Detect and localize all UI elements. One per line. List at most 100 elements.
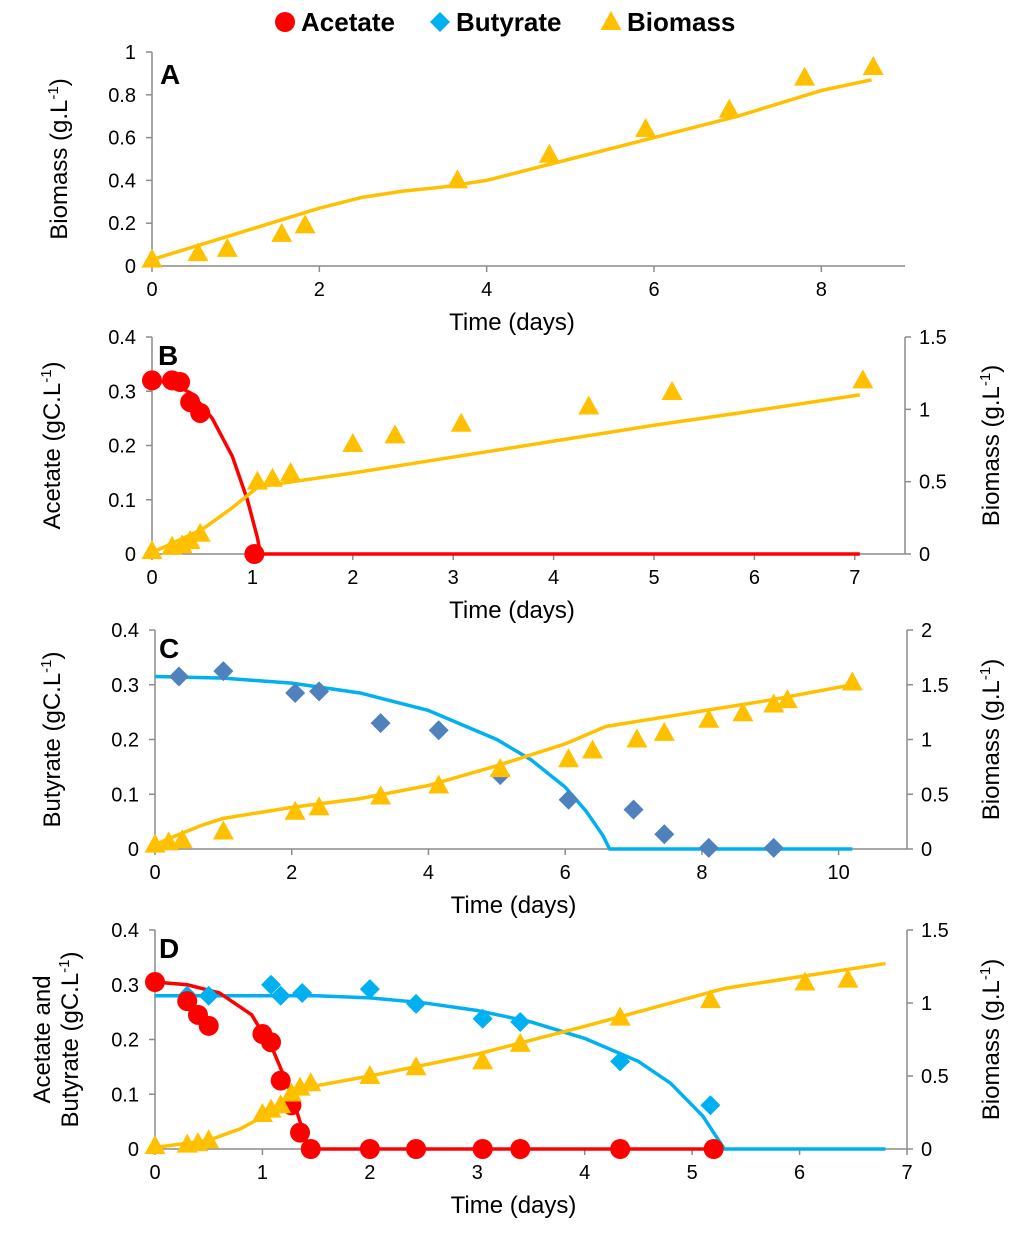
- y-left-label-text: Butyrate (gC.L: [39, 673, 66, 828]
- fit-line: [155, 993, 886, 1151]
- y-left-tick-label: 0.8: [108, 85, 136, 107]
- data-point-biomass: [370, 785, 392, 805]
- y-left-label: Butyrate (gC.L-1): [38, 651, 66, 827]
- y-left-label-text: Acetate (gC.L: [39, 383, 66, 530]
- x-tick-label: 4: [423, 862, 434, 884]
- data-point-biomass: [246, 470, 268, 490]
- y-left-label-text: Biomass (g.L: [46, 100, 73, 240]
- data-point-biomass: [280, 461, 302, 481]
- data-point-acetate: [703, 1139, 724, 1159]
- y-left-label-line1: Acetate and: [29, 975, 56, 1103]
- x-axis-label: Time (days): [451, 892, 577, 919]
- data-point-butyrate: [359, 979, 380, 1000]
- y-right-tick-label: 1: [921, 993, 932, 1015]
- x-tick-label: 0: [146, 279, 157, 301]
- data-point-biomass: [359, 1065, 381, 1084]
- legend-marker-biomass: [600, 11, 622, 30]
- panel-label: C: [159, 633, 179, 664]
- y-left-tick-label: 0: [125, 256, 136, 278]
- data-point-biomass: [626, 728, 648, 748]
- data-point-biomass: [280, 1082, 302, 1102]
- data-point-biomass: [776, 689, 798, 709]
- y-right-label-superscript: -1: [977, 667, 994, 680]
- legend-label-butyrate: Butyrate: [456, 7, 561, 37]
- data-point-biomass: [538, 143, 560, 163]
- data-point-acetate: [610, 1139, 631, 1159]
- data-point-biomass: [852, 369, 874, 389]
- x-tick-label: 8: [816, 279, 827, 301]
- x-tick-label: 3: [472, 1162, 483, 1184]
- data-point-butyrate: [700, 1095, 721, 1116]
- y-right-label-text: Biomass (g.L: [978, 386, 1005, 526]
- y-left-tick-label: 0: [128, 1139, 139, 1161]
- y-left-label-close: ): [39, 361, 66, 369]
- data-point-butyrate: [309, 681, 330, 702]
- data-point-biomass: [862, 55, 884, 75]
- data-point-biomass: [342, 433, 364, 453]
- y-left-tick-label: 0.1: [111, 1084, 139, 1106]
- y-right-tick-label: 0.5: [921, 1066, 949, 1088]
- data-point-biomass: [837, 968, 859, 988]
- y-left-tick-label: 0.4: [108, 170, 136, 192]
- data-point-acetate: [406, 1139, 427, 1159]
- y-right-tick-label: 1.5: [919, 327, 947, 349]
- y-left-tick-label: 0.2: [111, 730, 139, 752]
- y-left-tick-label: 0.4: [111, 620, 139, 642]
- data-point-acetate: [244, 544, 265, 564]
- x-axis-label: Time (days): [451, 1192, 577, 1219]
- data-point-butyrate: [428, 720, 449, 741]
- data-point-biomass: [300, 1072, 322, 1092]
- x-tick-label: 7: [849, 567, 860, 589]
- data-point-biomass: [261, 467, 283, 487]
- fit-line: [151, 78, 872, 262]
- x-tick-label: 1: [247, 567, 258, 589]
- data-point-biomass: [212, 820, 234, 840]
- data-point-butyrate: [763, 837, 784, 858]
- y-left-label: Biomass (g.L-1): [45, 78, 73, 239]
- y-left-tick-label: 1: [125, 42, 136, 64]
- data-point-biomass: [653, 721, 675, 741]
- panel-label: D: [159, 933, 179, 964]
- data-point-acetate: [472, 1139, 493, 1159]
- y-left-tick-label: 0.3: [108, 381, 136, 403]
- y-left-tick-label: 0.3: [111, 975, 139, 997]
- data-point-biomass: [582, 739, 604, 759]
- y-left-label-superscript: -1: [38, 659, 55, 672]
- x-tick-label: 6: [749, 567, 760, 589]
- x-tick-label: 10: [828, 862, 850, 884]
- x-tick-label: 4: [481, 279, 492, 301]
- y-right-tick-label: 1: [921, 730, 932, 752]
- y-right-tick-label: 0: [921, 839, 932, 861]
- y-left-label-close: ): [39, 651, 66, 659]
- y-left-label-superscript: -1: [38, 369, 55, 382]
- y-left-tick-label: 0.6: [108, 128, 136, 150]
- x-tick-label: 0: [149, 1162, 160, 1184]
- data-point-acetate: [290, 1122, 311, 1143]
- fit-line: [154, 683, 853, 847]
- data-point-biomass: [384, 424, 406, 444]
- y-right-tick-label: 0.5: [921, 784, 949, 806]
- y-right-tick-label: 0.5: [919, 472, 947, 494]
- data-point-butyrate: [510, 1011, 531, 1032]
- y-left-tick-label: 0: [125, 544, 136, 566]
- data-point-biomass: [198, 1129, 220, 1149]
- data-point-biomass: [558, 748, 580, 768]
- data-point-biomass: [609, 1006, 631, 1026]
- data-point-acetate: [300, 1139, 321, 1159]
- data-point-acetate: [270, 1070, 291, 1091]
- data-point-acetate: [145, 972, 165, 993]
- y-left-tick-label: 0.4: [111, 920, 139, 942]
- data-point-biomass: [450, 412, 472, 432]
- data-point-acetate: [261, 1032, 282, 1053]
- legend-label-biomass: Biomass: [627, 7, 735, 37]
- data-point-biomass: [141, 540, 163, 560]
- y-left-label: Acetate (gC.L-1): [38, 361, 66, 529]
- x-tick-label: 0: [149, 862, 160, 884]
- data-point-butyrate: [198, 985, 219, 1006]
- y-left-tick-label: 0.1: [108, 490, 136, 512]
- y-right-label-close: ): [978, 959, 1005, 967]
- y-left-tick-label: 0.3: [111, 675, 139, 697]
- data-point-biomass: [489, 758, 511, 778]
- panel-d: 0 0.1 0.2 0.3 0.4 0 0.5 1 1.5 0 1 2 3 4 5 6 7 Time (days)…: [29, 920, 1005, 1219]
